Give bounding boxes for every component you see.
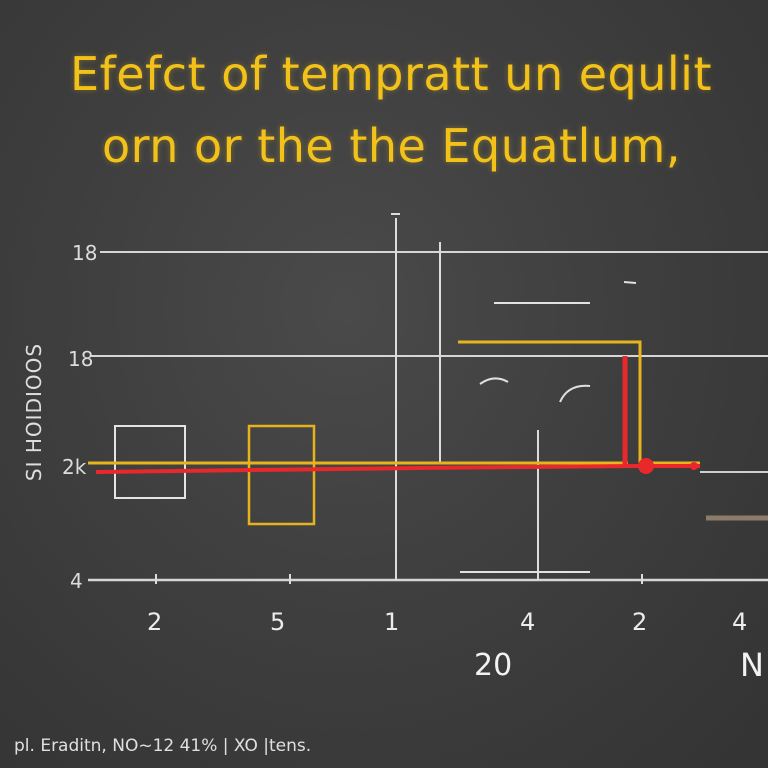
chart-title-line-2: orn or the the Equatlum,	[102, 119, 681, 173]
x-axis-label-right: N	[740, 646, 764, 684]
y-tick-label: 18	[72, 241, 97, 265]
series-red-line	[95, 464, 700, 474]
series-red-point-small	[690, 462, 698, 470]
series-red-point	[638, 458, 654, 474]
x-axis-label: 20	[474, 648, 513, 683]
series-yellow-line	[88, 340, 700, 465]
x-tick-label: 5	[270, 608, 285, 636]
footer-caption: pl. Eraditn, NO~12 41% | XO |tens.	[14, 736, 312, 756]
x-tick-label: 4	[520, 608, 535, 636]
yellow-box-middle	[247, 424, 316, 526]
chalk-arc-left	[479, 377, 509, 385]
x-tick-label: 2	[147, 608, 162, 636]
x-tick-label: 1	[384, 608, 399, 636]
y-tick-label: 4	[70, 569, 83, 593]
x-tick-label: 4	[732, 608, 747, 636]
chalk-tick-topright	[623, 281, 637, 284]
chalk-arc-right	[559, 384, 591, 403]
y-tick-label: 2k	[62, 455, 87, 479]
x-tick-label: 2	[632, 608, 647, 636]
y-tick-label: 18	[68, 347, 93, 371]
chart-title-line-1: Efefct of tempratt un equlit	[70, 47, 712, 101]
